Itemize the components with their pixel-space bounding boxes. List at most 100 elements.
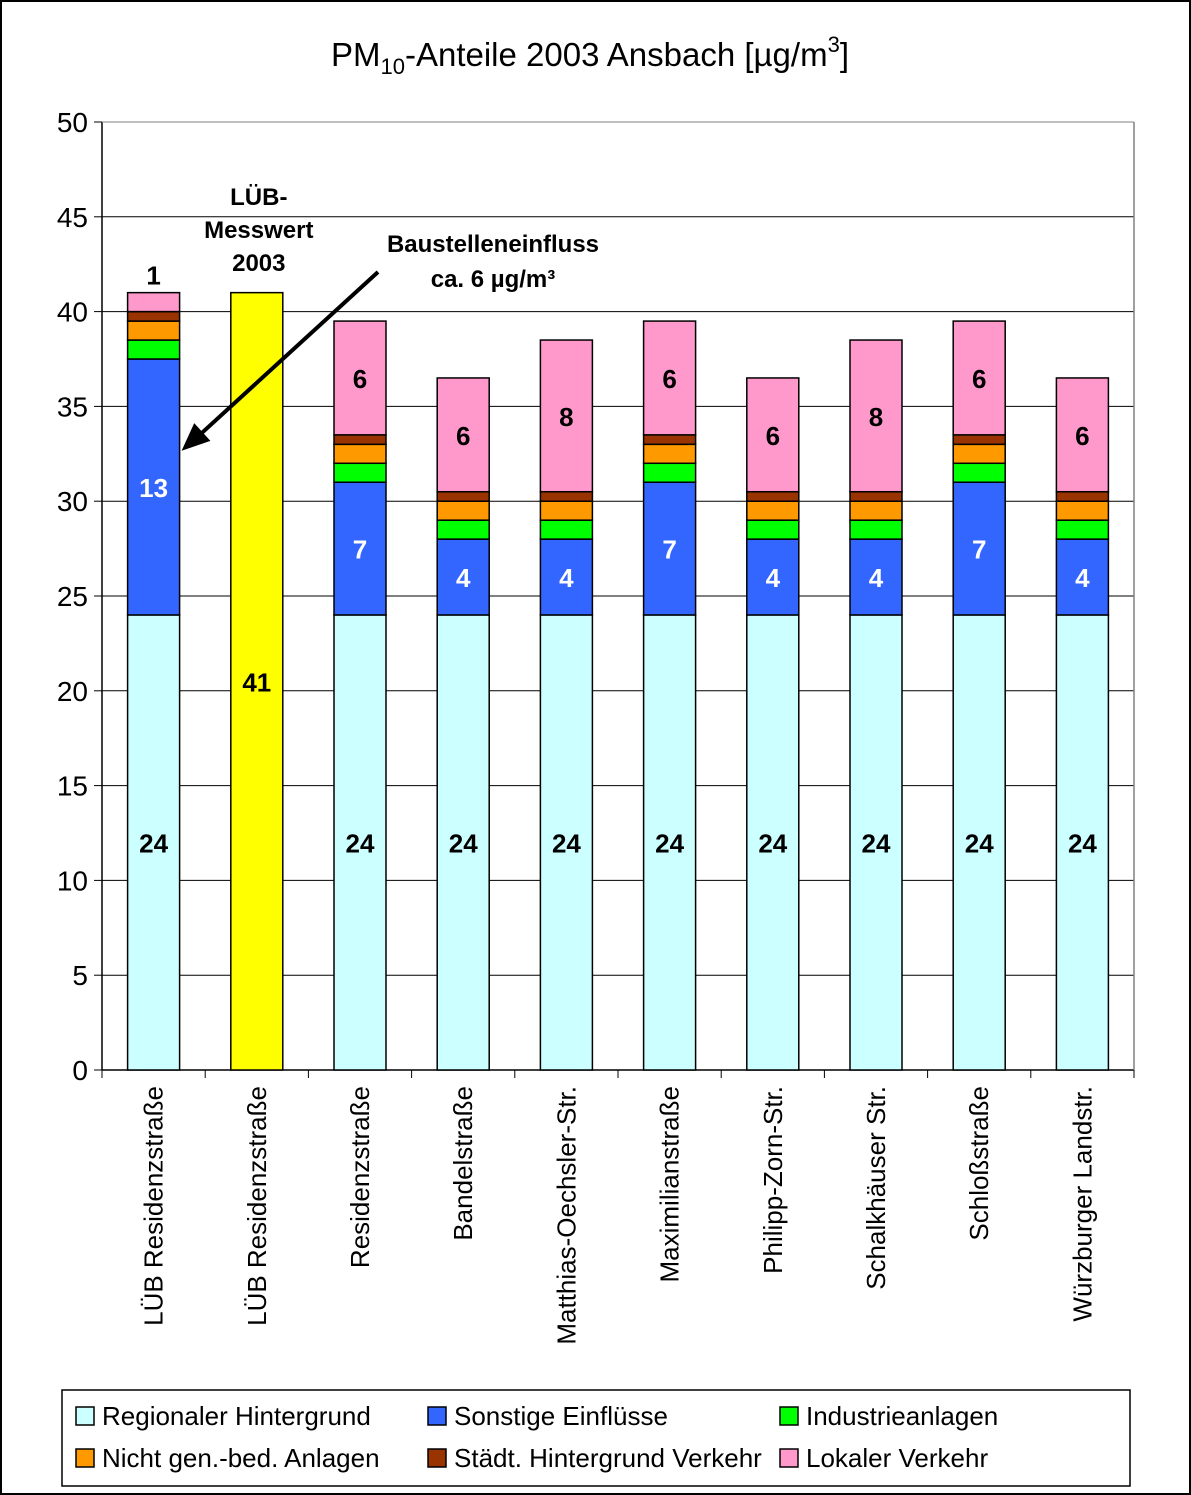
legend-swatch	[75, 1406, 95, 1426]
x-tick-label: Würzburger Landstr.	[1067, 1086, 1097, 1322]
bar-segment	[642, 434, 697, 446]
bar-segment	[1055, 538, 1110, 616]
bar-segment	[642, 320, 697, 436]
data-label: 7	[972, 535, 986, 565]
legend-label: Industrieanlagen	[806, 1401, 998, 1431]
annotation-arrow-shaft	[196, 270, 380, 439]
legend-box	[61, 1389, 1131, 1487]
legend-label: Nicht gen.-bed. Anlagen	[102, 1443, 380, 1473]
bar-segment	[642, 462, 697, 483]
bar-segment	[642, 443, 697, 465]
bar-segment	[126, 310, 181, 322]
legend-swatch	[427, 1406, 447, 1426]
bar-segment	[1055, 377, 1110, 493]
bar-segment	[539, 519, 594, 540]
y-tick-label: 10	[57, 865, 88, 896]
bar-segment	[1055, 614, 1110, 1071]
data-label: 24	[346, 828, 375, 858]
annotation-measured-label: 2003	[232, 250, 285, 277]
title-superscript: 3	[828, 32, 840, 57]
bar-segment	[746, 377, 800, 493]
chart-title: PM10-Anteile 2003 Ansbach [µg/m3]	[331, 32, 849, 79]
bar-segment	[849, 490, 903, 502]
data-label: 6	[972, 364, 986, 394]
y-tick-label: 15	[57, 771, 88, 802]
y-tick-label: 25	[57, 581, 88, 612]
bar-segment	[333, 481, 387, 616]
legend-label: Städt. Hintergrund Verkehr	[454, 1443, 762, 1473]
y-tick-label: 5	[72, 960, 88, 991]
legend-label: Sonstige Einflüsse	[454, 1401, 668, 1431]
x-tick-label: Bandelstraße	[448, 1086, 478, 1241]
x-tick-label: Schalkhäuser Str.	[861, 1086, 891, 1290]
annotation-construction-label: ca. 6 µg/m³	[431, 266, 556, 293]
title-end: ]	[840, 36, 849, 73]
data-label: 4	[559, 563, 574, 593]
legend-swatch	[779, 1448, 799, 1468]
data-label: 24	[965, 828, 994, 858]
annotation-construction-label: Baustelleneinfluss	[387, 231, 599, 258]
x-tick-label: LÜB Residenzstraße	[139, 1086, 169, 1326]
bar-segment	[436, 377, 490, 493]
bar-segment	[849, 339, 903, 493]
bar-segment	[849, 500, 903, 521]
bar-segment	[126, 320, 181, 341]
bar-segment	[952, 434, 1006, 446]
bar-segment	[539, 339, 594, 493]
annotation-measured-label: LÜB-	[230, 184, 287, 211]
bar-segment	[746, 500, 800, 521]
bar-segment	[230, 291, 284, 1071]
x-tick-label: Maximilianstraße	[655, 1086, 685, 1283]
data-label: 24	[1068, 828, 1097, 858]
bar-segment	[952, 481, 1006, 616]
bar-segment	[333, 443, 387, 465]
bar-segment	[746, 519, 800, 540]
y-tick-label: 35	[57, 391, 88, 422]
data-label: 24	[758, 828, 787, 858]
bar-segment	[333, 434, 387, 446]
data-label: 24	[862, 828, 891, 858]
y-tick-label: 45	[57, 202, 88, 233]
bar-segment	[849, 614, 903, 1071]
bar-segment	[539, 614, 594, 1071]
data-label: 24	[139, 828, 168, 858]
bar-segment	[333, 462, 387, 483]
bar-segment	[539, 500, 594, 521]
bar-segment	[952, 614, 1006, 1071]
legend-swatch	[75, 1448, 95, 1468]
data-label: 4	[766, 563, 781, 593]
bar-segment	[642, 481, 697, 616]
data-label: 6	[662, 364, 676, 394]
bar-segment	[436, 614, 490, 1071]
data-label: 6	[353, 364, 367, 394]
data-label: 41	[242, 667, 271, 697]
bar-segment	[746, 614, 800, 1071]
y-tick-label: 40	[57, 297, 88, 328]
bar-segment	[952, 443, 1006, 465]
bar-segment	[126, 291, 181, 313]
title-subscript: 10	[380, 54, 404, 79]
x-tick-label: Schloßstraße	[964, 1086, 994, 1241]
y-tick-label: 0	[72, 1055, 88, 1086]
data-label: 24	[552, 828, 581, 858]
data-label: 1	[146, 261, 160, 291]
data-label: 6	[1075, 421, 1089, 451]
data-label: 7	[353, 535, 367, 565]
data-label: 8	[559, 402, 573, 432]
bar-segment	[436, 538, 490, 616]
x-tick-label: Matthias-Oechsler-Str.	[551, 1086, 581, 1345]
x-tick-label: LÜB Residenzstraße	[242, 1086, 272, 1326]
annotation-arrow-head	[181, 423, 211, 451]
legend-swatch	[427, 1448, 447, 1468]
data-label: 24	[655, 828, 684, 858]
bar-segment	[436, 490, 490, 502]
bar-segment	[436, 500, 490, 521]
x-tick-label: Philipp-Zorn-Str.	[758, 1086, 788, 1274]
y-tick-label: 20	[57, 676, 88, 707]
bar-segment	[1055, 519, 1110, 540]
data-label: 4	[456, 563, 471, 593]
data-label: 13	[139, 473, 168, 503]
bar-segment	[333, 320, 387, 436]
